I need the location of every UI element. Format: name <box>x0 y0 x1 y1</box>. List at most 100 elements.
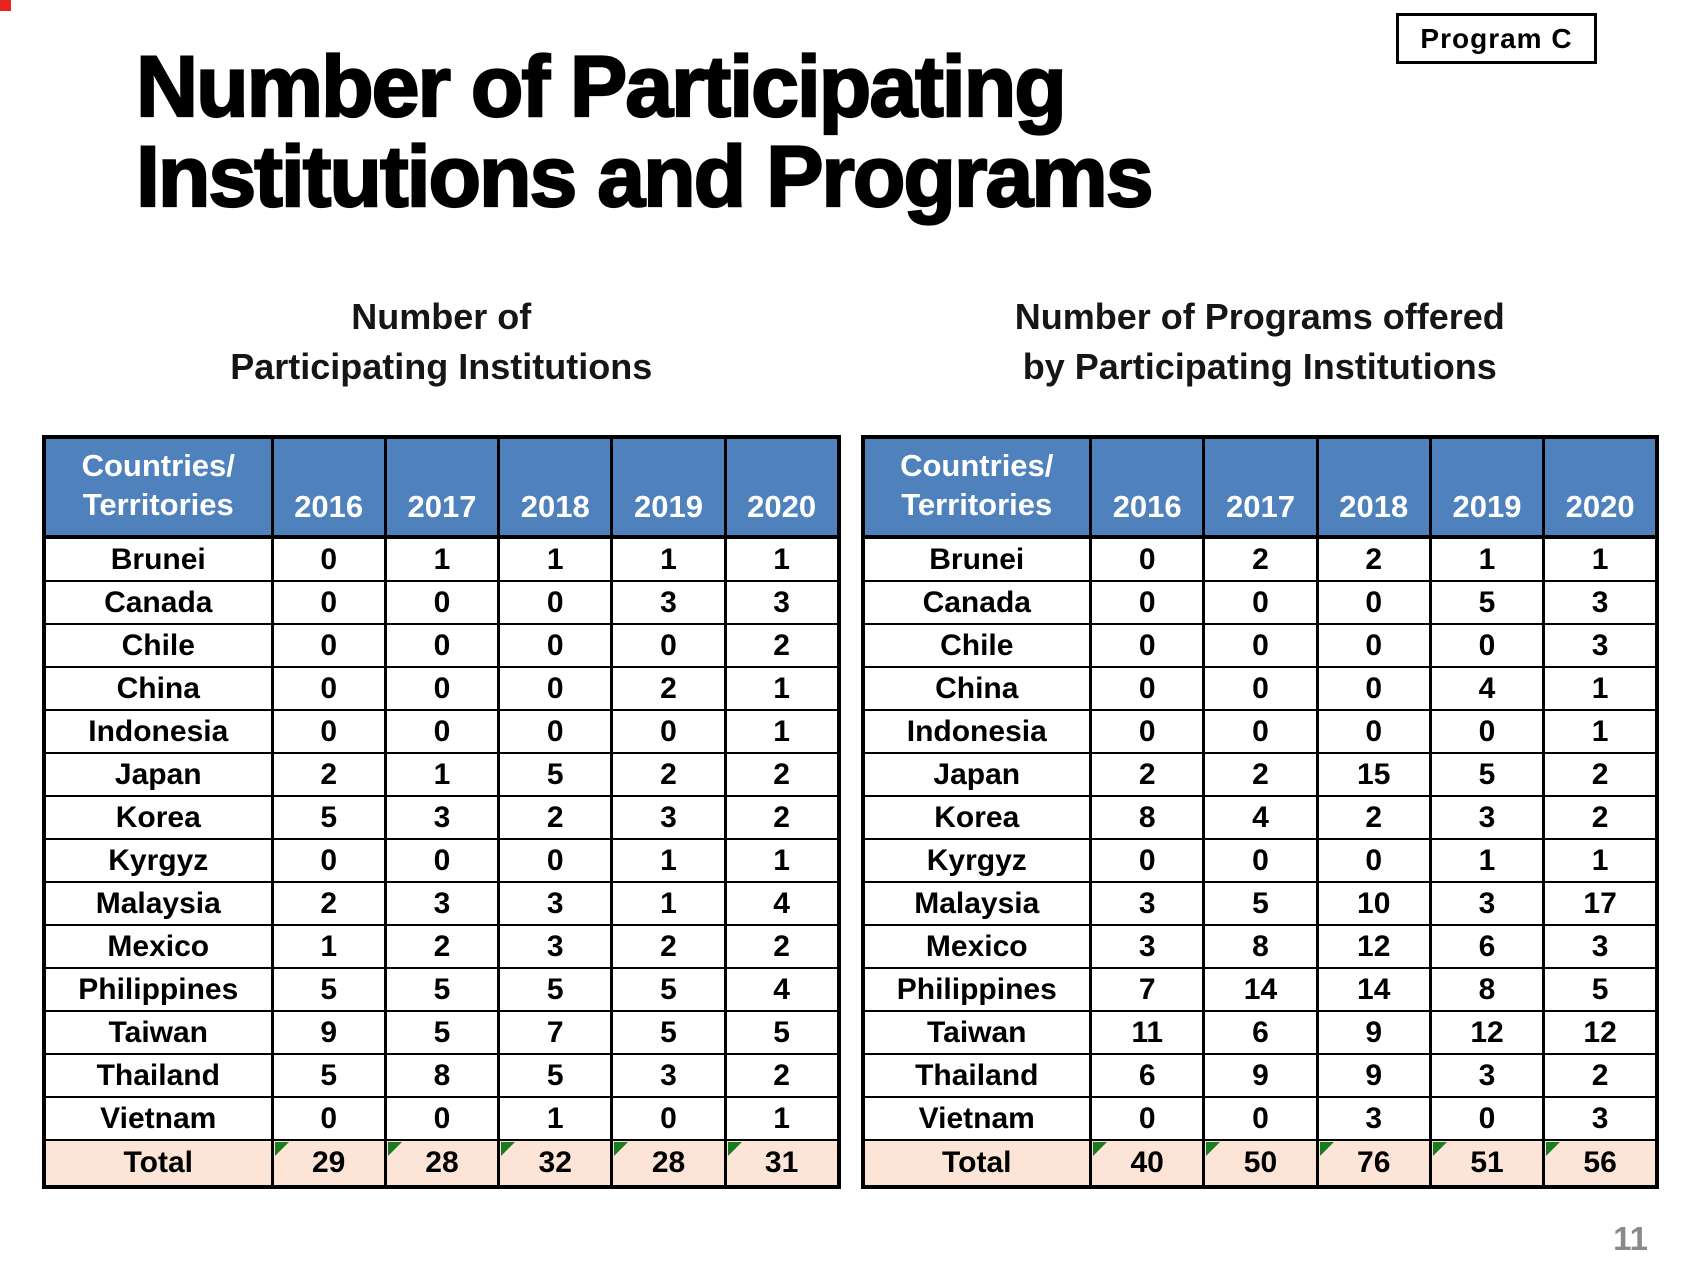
value-cell: 2 <box>1202 536 1319 582</box>
table-row: Taiwan 11 6 9 12 12 <box>860 1010 1659 1055</box>
value-cell: 4 <box>1202 795 1319 840</box>
value-cell: 8 <box>383 1053 501 1098</box>
value-cell: 12 <box>1542 1010 1659 1055</box>
value-cell: 3 <box>497 924 614 969</box>
value-cell: 2 <box>1542 752 1659 797</box>
slide-corner-marker <box>0 0 11 11</box>
institutions-table-title-line1: Number of <box>351 296 532 337</box>
value-cell: 6 <box>1428 924 1546 969</box>
value-cell: 2 <box>723 623 841 668</box>
country-cell: Kyrgyz <box>860 838 1093 883</box>
value-cell: 3 <box>1089 924 1206 969</box>
table-row: Kyrgyz 0 0 0 1 1 <box>860 838 1659 883</box>
program-badge-label: Program C <box>1420 22 1573 54</box>
excel-flag-triangle-icon <box>275 1142 289 1156</box>
value-cell: 1 <box>610 838 727 883</box>
value-cell: 0 <box>383 709 501 754</box>
value-cell: 2 <box>723 1053 841 1098</box>
country-cell: Malaysia <box>860 881 1093 926</box>
value-cell: 0 <box>1089 838 1206 883</box>
value-cell: 3 <box>723 580 841 625</box>
value-cell: 0 <box>1202 709 1319 754</box>
country-cell: Korea <box>860 795 1093 840</box>
table-row: Philippines 5 5 5 5 4 <box>42 967 841 1012</box>
table-row: Japan 2 1 5 2 2 <box>42 752 841 797</box>
country-cell: Mexico <box>42 924 274 969</box>
value-cell: 0 <box>1315 666 1432 711</box>
value-cell: 2 <box>1315 795 1432 840</box>
value-cell: 9 <box>270 1010 387 1055</box>
table-row: Indonesia 0 0 0 0 1 <box>860 709 1659 754</box>
table-row: Chile 0 0 0 0 2 <box>42 623 841 668</box>
value-cell: 3 <box>1542 623 1659 668</box>
slide-title-line2: Institutions and Programs <box>135 129 1155 226</box>
table-row: Brunei 0 1 1 1 1 <box>42 536 841 582</box>
value-cell: 1 <box>723 666 841 711</box>
table-row: China 0 0 0 4 1 <box>860 666 1659 711</box>
value-cell: 0 <box>1089 666 1206 711</box>
country-cell: Philippines <box>860 967 1093 1012</box>
total-value-cell: 50 <box>1202 1139 1319 1188</box>
value-cell: 3 <box>497 881 614 926</box>
value-cell: 8 <box>1089 795 1206 840</box>
value-cell: 2 <box>1315 536 1432 582</box>
value-cell: 0 <box>1315 623 1432 668</box>
value-cell: 1 <box>723 709 841 754</box>
total-value-cell: 56 <box>1542 1139 1659 1188</box>
year-header: 2020 <box>1542 436 1659 539</box>
value-cell: 2 <box>497 795 614 840</box>
value-cell: 5 <box>723 1010 841 1055</box>
programs-table-header-row: Countries/ Territories 2016 2017 2018 20… <box>860 436 1659 539</box>
programs-table: Countries/ Territories 2016 2017 2018 20… <box>860 435 1659 1189</box>
value-cell: 0 <box>1089 709 1206 754</box>
total-value: 32 <box>538 1146 572 1179</box>
table-row: Korea 8 4 2 3 2 <box>860 795 1659 840</box>
value-cell: 5 <box>270 967 387 1012</box>
value-cell: 0 <box>383 580 501 625</box>
country-cell: Malaysia <box>42 881 274 926</box>
year-header: 2019 <box>1428 436 1546 539</box>
value-cell: 1 <box>723 1096 841 1141</box>
value-cell: 0 <box>610 709 727 754</box>
country-cell: Philippines <box>42 967 274 1012</box>
total-value: 76 <box>1357 1146 1391 1179</box>
value-cell: 14 <box>1202 967 1319 1012</box>
table-row: Malaysia 3 5 10 3 17 <box>860 881 1659 926</box>
value-cell: 5 <box>497 967 614 1012</box>
value-cell: 0 <box>497 623 614 668</box>
excel-flag-triangle-icon <box>728 1142 742 1156</box>
table-row: Taiwan 9 5 7 5 5 <box>42 1010 841 1055</box>
value-cell: 0 <box>383 838 501 883</box>
country-cell: China <box>860 666 1093 711</box>
value-cell: 5 <box>1202 881 1319 926</box>
country-cell: Chile <box>860 623 1093 668</box>
table-row: Malaysia 2 3 3 1 4 <box>42 881 841 926</box>
table-row: Kyrgyz 0 0 0 1 1 <box>42 838 841 883</box>
country-cell: Brunei <box>860 536 1093 582</box>
value-cell: 0 <box>1089 580 1206 625</box>
value-cell: 5 <box>610 1010 727 1055</box>
value-cell: 0 <box>1089 536 1206 582</box>
excel-flag-triangle-icon <box>1433 1142 1447 1156</box>
value-cell: 0 <box>497 666 614 711</box>
excel-flag-triangle-icon <box>1093 1142 1108 1156</box>
value-cell: 5 <box>270 795 387 840</box>
value-cell: 1 <box>1428 536 1546 582</box>
total-label-cell: Total <box>42 1139 274 1188</box>
value-cell: 3 <box>1542 580 1659 625</box>
total-value-cell: 28 <box>610 1139 727 1188</box>
value-cell: 2 <box>1089 752 1206 797</box>
table-row: Mexico 3 8 12 6 3 <box>860 924 1659 969</box>
country-cell: Japan <box>860 752 1093 797</box>
value-cell: 0 <box>270 1096 387 1141</box>
value-cell: 1 <box>497 1096 614 1141</box>
slide-title-line1: Number of Participating <box>135 39 1068 135</box>
excel-flag-triangle-icon <box>614 1142 629 1156</box>
table-row: Philippines 7 14 14 8 5 <box>860 967 1659 1012</box>
value-cell: 2 <box>723 795 841 840</box>
value-cell: 0 <box>270 838 387 883</box>
value-cell: 8 <box>1428 967 1546 1012</box>
value-cell: 0 <box>1428 623 1546 668</box>
country-cell: China <box>42 666 274 711</box>
value-cell: 1 <box>1428 838 1546 883</box>
